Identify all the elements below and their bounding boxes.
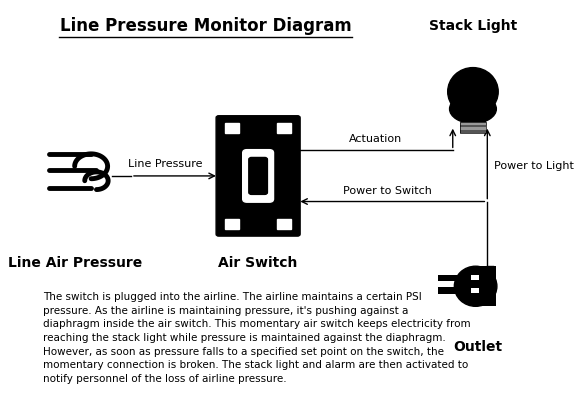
Text: The switch is plugged into the airline. The airline maintains a certain PSI
pres: The switch is plugged into the airline. … — [43, 292, 471, 384]
Bar — [225, 219, 239, 229]
Text: Air Switch: Air Switch — [218, 256, 298, 270]
Ellipse shape — [449, 94, 496, 124]
Text: Line Pressure Monitor Diagram: Line Pressure Monitor Diagram — [60, 17, 352, 35]
Text: Power to Switch: Power to Switch — [343, 186, 432, 196]
Ellipse shape — [455, 266, 497, 306]
Bar — [460, 130, 486, 133]
Bar — [471, 288, 479, 293]
Bar — [471, 275, 479, 280]
Bar — [460, 122, 486, 125]
FancyBboxPatch shape — [249, 157, 267, 194]
FancyBboxPatch shape — [216, 116, 300, 236]
Text: Line Air Pressure: Line Air Pressure — [8, 256, 142, 270]
Text: Line Pressure: Line Pressure — [128, 159, 203, 169]
Bar — [277, 219, 291, 229]
Bar — [438, 288, 464, 294]
Text: Actuation: Actuation — [349, 134, 402, 144]
Text: Outlet: Outlet — [454, 340, 503, 355]
FancyBboxPatch shape — [461, 109, 484, 125]
Text: Power to Light: Power to Light — [494, 161, 573, 171]
Bar — [476, 266, 496, 306]
Bar — [225, 123, 239, 133]
Bar — [460, 125, 486, 127]
FancyBboxPatch shape — [243, 150, 274, 202]
Bar — [460, 122, 486, 133]
Bar — [438, 274, 464, 281]
Bar — [460, 127, 486, 130]
Bar — [277, 123, 291, 133]
Ellipse shape — [448, 67, 498, 116]
Text: Stack Light: Stack Light — [429, 20, 517, 34]
